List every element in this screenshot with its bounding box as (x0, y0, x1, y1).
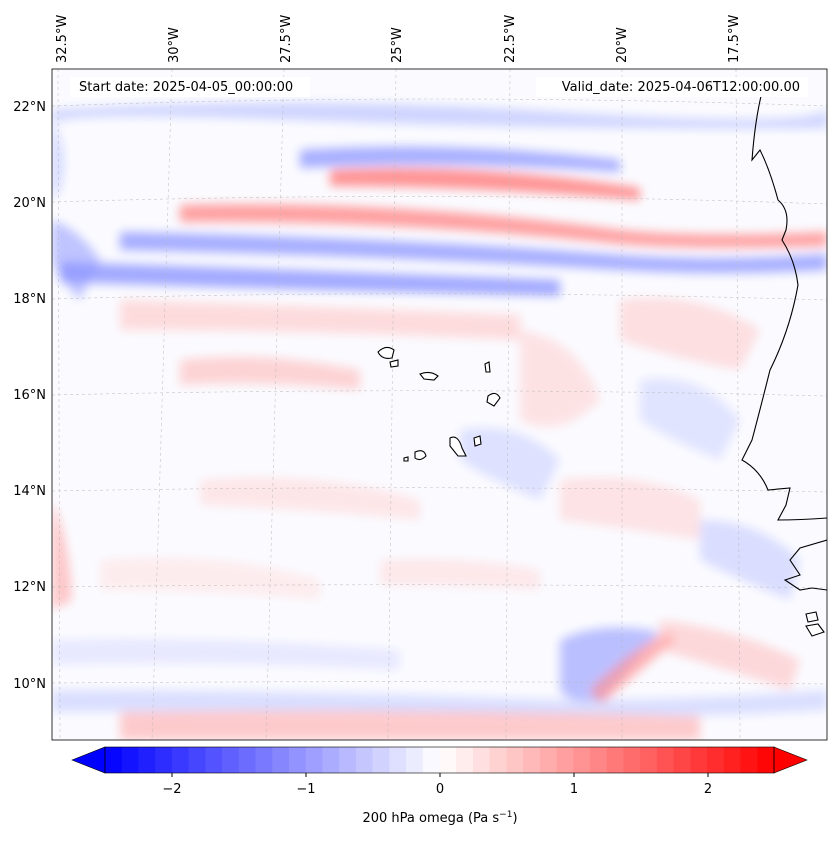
colorbar-swatch (623, 747, 641, 773)
lat-label-18n: 18°N (13, 292, 46, 307)
colorbar-swatch (339, 747, 357, 773)
colorbar-swatch (422, 747, 441, 773)
lon-label-32-5w: 32.5°W (55, 15, 70, 63)
lon-label-20w: 20°W (615, 27, 630, 63)
colorbar-swatch (690, 747, 708, 773)
colorbar-swatch (573, 747, 591, 773)
omega-field (52, 102, 827, 740)
colorbar-swatch (272, 747, 290, 773)
colorbar-swatch (506, 747, 524, 773)
island-bijagos (805, 611, 819, 623)
lat-label-12n: 12°N (13, 580, 46, 595)
colorbar-swatch (406, 747, 424, 773)
lon-label-17-5w: 17.5°W (727, 15, 742, 63)
lon-label-25w: 25°W (390, 27, 405, 63)
graticule (52, 69, 827, 740)
colorbar-swatch (740, 747, 758, 773)
colorbar-swatch (205, 747, 223, 773)
colorbar-swatch (255, 747, 273, 773)
island-boa-vista (486, 392, 501, 407)
colorbar-swatch (673, 747, 691, 773)
lon-label-22-5w: 22.5°W (503, 15, 518, 63)
map-panel (52, 69, 827, 740)
colorbar-swatch (707, 747, 725, 773)
colorbar-swatch (606, 747, 625, 773)
start-date-label: Start date: 2025-04-05_00:00:00 (79, 80, 293, 95)
colorbar-tick-neg2: −2 (162, 782, 181, 797)
lat-label-20n: 20°N (13, 196, 46, 211)
colorbar-swatch (238, 747, 257, 773)
lat-label-16n: 16°N (13, 388, 46, 403)
island-sao-vicente (389, 359, 399, 368)
colorbar-tick-0: 0 (436, 782, 444, 797)
coastline (377, 91, 827, 637)
colorbar-swatch (472, 747, 491, 773)
colorbar-tick-neg1: −1 (296, 782, 315, 797)
colorbar-swatch (439, 747, 457, 773)
colorbar-swatch (222, 747, 240, 773)
africa-coast (741, 91, 827, 591)
valid-date-label: Valid_date: 2025-04-06T12:00:00.00 (562, 80, 800, 95)
longitude-labels: 32.5°W 30°W 27.5°W 25°W 22.5°W 20°W 17.5… (55, 15, 742, 63)
lat-label-14n: 14°N (13, 484, 46, 499)
colorbar-swatch (322, 747, 340, 773)
colorbar-tick-2: 2 (704, 782, 712, 797)
colorbar-swatch (138, 747, 156, 773)
island-brava (403, 456, 409, 462)
colorbar (105, 747, 775, 773)
colorbar-swatch (288, 747, 307, 773)
island-santiago (449, 436, 467, 457)
colorbar-swatch (456, 747, 474, 773)
colorbar-extend-max (773, 746, 808, 774)
island-santo-antao (377, 346, 395, 359)
map-frame (51, 68, 828, 741)
colorbar-swatch (539, 747, 558, 773)
colorbar-extend-min (71, 746, 106, 774)
lon-label-27-5w: 27.5°W (279, 15, 294, 63)
start-date-box (70, 77, 310, 97)
colorbar-swatch (656, 747, 675, 773)
colorbar-swatch (489, 747, 507, 773)
colorbar-swatch (355, 747, 374, 773)
colorbar-swatch (372, 747, 390, 773)
lon-label-30w: 30°W (167, 27, 182, 63)
colorbar-swatch (188, 747, 206, 773)
colorbar-swatch (305, 747, 324, 773)
island-sal (484, 361, 491, 373)
colorbar-swatch (523, 747, 541, 773)
lat-label-22n: 22°N (13, 100, 46, 115)
latitude-labels: 22°N 20°N 18°N 16°N 14°N 12°N 10°N (13, 100, 46, 692)
island-maio (473, 435, 482, 447)
colorbar-tick-1: 1 (570, 782, 578, 797)
colorbar-swatch (105, 747, 123, 773)
island-bijagos-2 (805, 623, 825, 637)
colorbar-swatch (723, 747, 742, 773)
colorbar-swatch (590, 747, 608, 773)
colorbar-swatch (556, 747, 574, 773)
colorbar-ticks: −2 −1 0 1 2 (162, 773, 712, 797)
island-fogo (414, 450, 427, 461)
colorbar-swatch (121, 747, 140, 773)
island-sao-nicolau (419, 371, 439, 381)
colorbar-label: 200 hPa omega (Pa s−1) (362, 810, 517, 826)
lat-label-10n: 10°N (13, 677, 46, 692)
colorbar-swatch (155, 747, 173, 773)
valid-date-box (536, 77, 808, 97)
colorbar-swatch (757, 747, 775, 773)
colorbar-swatch (171, 747, 190, 773)
colorbar-swatch (640, 747, 658, 773)
colorbar-swatch (389, 747, 407, 773)
